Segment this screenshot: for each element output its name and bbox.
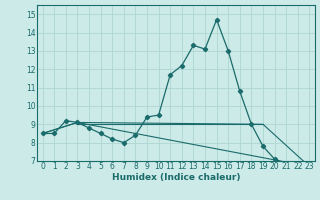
X-axis label: Humidex (Indice chaleur): Humidex (Indice chaleur) [112,173,240,182]
